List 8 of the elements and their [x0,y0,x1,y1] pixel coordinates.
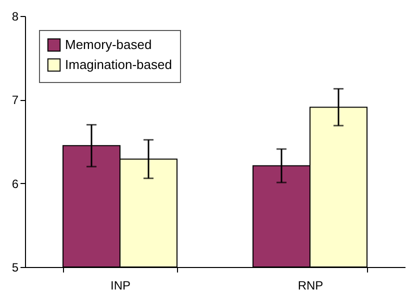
y-tick-label: 8 [12,10,19,24]
y-tick-label: 5 [12,260,19,274]
y-tick-label: 6 [12,176,19,191]
legend-label: Memory-based [65,37,152,52]
y-tick-label: 7 [12,93,19,108]
x-tick-label: INP [110,278,131,292]
x-tick-label: RNP [298,278,324,292]
legend-label: Imagination-based [65,57,172,72]
